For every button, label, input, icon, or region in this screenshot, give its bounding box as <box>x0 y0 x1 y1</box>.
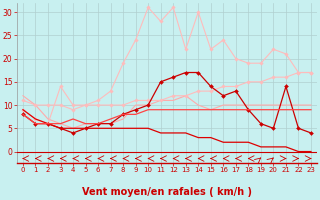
X-axis label: Vent moyen/en rafales ( km/h ): Vent moyen/en rafales ( km/h ) <box>82 187 252 197</box>
